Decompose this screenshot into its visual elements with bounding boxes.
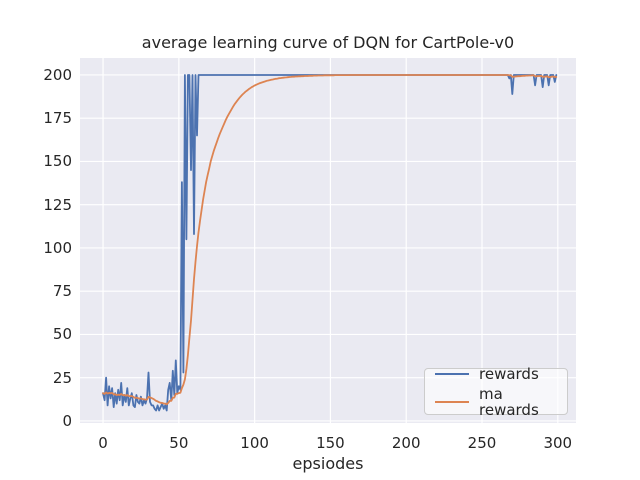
x-tick-label: 0 <box>98 434 108 452</box>
legend-item-rewards: rewards <box>435 366 557 382</box>
legend-item-ma-rewards: ma rewards <box>435 386 557 418</box>
y-tick-label: 150 <box>43 152 72 171</box>
legend-label-ma-rewards: ma rewards <box>479 384 539 419</box>
x-tick-label: 50 <box>169 434 189 452</box>
y-tick-label: 75 <box>52 282 72 301</box>
legend-label-rewards: rewards <box>479 364 539 383</box>
x-tick-label: 100 <box>240 434 269 452</box>
chart-title: average learning curve of DQN for CartPo… <box>141 33 515 52</box>
ma-rewards-line-swatch <box>435 400 469 403</box>
legend: rewards ma rewards <box>424 366 568 418</box>
ma-rewards-line <box>102 74 558 406</box>
plot-area: rewards ma rewards <box>80 58 576 423</box>
y-tick-label: 200 <box>43 65 72 84</box>
x-axis-label: epsiodes <box>292 454 364 473</box>
x-tick-label: 300 <box>543 434 573 452</box>
y-tick-label: 100 <box>43 238 72 257</box>
y-tick-label: 25 <box>52 368 72 387</box>
x-tick-label: 200 <box>391 434 421 452</box>
plot-svg <box>80 58 576 423</box>
y-tick-label: 175 <box>43 109 72 128</box>
rewards-line-swatch <box>435 372 469 375</box>
x-tick-label: 250 <box>467 434 497 452</box>
y-tick-label: 125 <box>43 195 72 214</box>
x-tick-label: 150 <box>316 434 345 452</box>
y-tick-label: 0 <box>62 411 72 430</box>
rewards-line <box>102 74 558 412</box>
y-tick-label: 50 <box>52 325 72 344</box>
